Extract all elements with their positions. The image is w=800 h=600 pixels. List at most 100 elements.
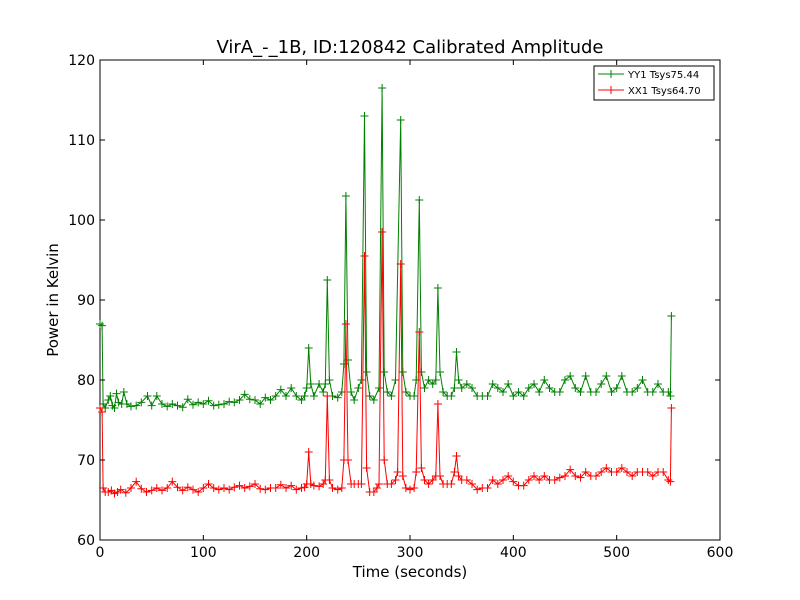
data-point — [96, 320, 104, 328]
data-point — [256, 484, 265, 493]
data-point — [360, 112, 369, 120]
data-point — [178, 403, 187, 412]
data-point — [204, 480, 213, 488]
data-point — [592, 388, 600, 396]
data-point — [282, 392, 290, 400]
data-point — [230, 398, 239, 407]
data-point — [344, 456, 352, 464]
data-point — [204, 396, 213, 405]
data-point — [214, 400, 223, 409]
data-point — [540, 376, 549, 384]
data-point — [398, 472, 407, 480]
data-point — [106, 392, 115, 400]
data-point — [493, 480, 502, 488]
data-point — [189, 400, 197, 409]
data-point — [271, 392, 280, 400]
data-point — [462, 476, 471, 484]
data-point — [617, 464, 626, 472]
data-point — [576, 473, 585, 482]
data-point — [667, 404, 676, 412]
chart-title: VirA_-_1B, ID:120842 Calibrated Amplitud… — [216, 37, 603, 58]
data-point — [325, 376, 334, 384]
data-point — [638, 376, 647, 384]
data-point — [504, 380, 513, 388]
y-tick-label: 70 — [77, 453, 95, 469]
data-point — [561, 376, 569, 384]
data-point — [664, 388, 673, 396]
data-point — [245, 482, 254, 491]
data-point — [194, 398, 203, 407]
data-point — [633, 384, 642, 392]
legend-label-xx1: XX1 Tsys64.70 — [628, 86, 701, 97]
data-point — [132, 477, 141, 486]
data-point — [555, 388, 564, 396]
data-point — [380, 456, 389, 464]
data-point — [566, 372, 575, 380]
data-point — [271, 484, 280, 492]
data-point — [240, 390, 249, 399]
data-point — [623, 468, 631, 476]
data-point — [607, 388, 616, 396]
y-tick-label: 60 — [77, 533, 95, 549]
x-tick-label: 200 — [293, 545, 320, 561]
data-point — [168, 477, 177, 486]
data-point — [524, 476, 533, 484]
data-point — [104, 396, 113, 404]
data-point — [380, 368, 389, 376]
data-point — [309, 392, 318, 400]
data-point — [439, 388, 448, 396]
data-point — [119, 388, 128, 396]
data-point — [535, 388, 544, 396]
data-point — [142, 488, 151, 496]
data-point — [602, 464, 611, 472]
data-point — [431, 376, 440, 384]
data-point — [454, 376, 463, 384]
data-point — [350, 396, 359, 404]
data-point — [183, 483, 192, 492]
data-point — [143, 392, 152, 400]
data-point — [387, 392, 396, 400]
data-point — [415, 328, 424, 336]
data-point — [261, 485, 270, 494]
data-point — [540, 472, 549, 480]
data-point — [152, 484, 161, 492]
series-0 — [96, 84, 676, 412]
data-point — [592, 472, 600, 480]
data-point — [483, 484, 492, 492]
data-point — [304, 344, 313, 352]
data-point — [375, 384, 383, 392]
data-point — [514, 388, 523, 396]
data-point — [369, 396, 378, 404]
data-point — [341, 192, 350, 200]
data-point — [555, 473, 564, 482]
series-layer — [96, 84, 676, 498]
data-point — [417, 464, 426, 472]
data-point — [235, 396, 244, 404]
data-point — [398, 368, 407, 376]
data-point — [323, 276, 332, 284]
y-tick-label: 100 — [68, 213, 95, 229]
data-point — [199, 484, 208, 492]
data-point — [98, 408, 107, 416]
data-point — [357, 480, 366, 488]
data-point — [457, 384, 466, 392]
data-point — [362, 368, 371, 376]
data-point — [276, 385, 285, 394]
data-point — [436, 472, 444, 480]
data-point — [214, 485, 223, 494]
data-point — [415, 196, 424, 204]
data-point — [240, 484, 249, 492]
data-point — [436, 368, 444, 376]
data-point — [163, 402, 172, 411]
data-point — [447, 480, 456, 488]
data-point — [396, 260, 405, 268]
data-point — [667, 312, 676, 320]
data-point — [483, 392, 492, 400]
x-tick-label: 300 — [397, 545, 424, 561]
data-point — [524, 384, 533, 392]
plot-area: 0 100 200 300 400 500 600 60 70 80 90 100 110 120 — [68, 53, 733, 561]
data-point — [163, 484, 172, 492]
data-point — [360, 252, 369, 260]
data-point — [337, 484, 346, 492]
data-point — [319, 480, 328, 488]
